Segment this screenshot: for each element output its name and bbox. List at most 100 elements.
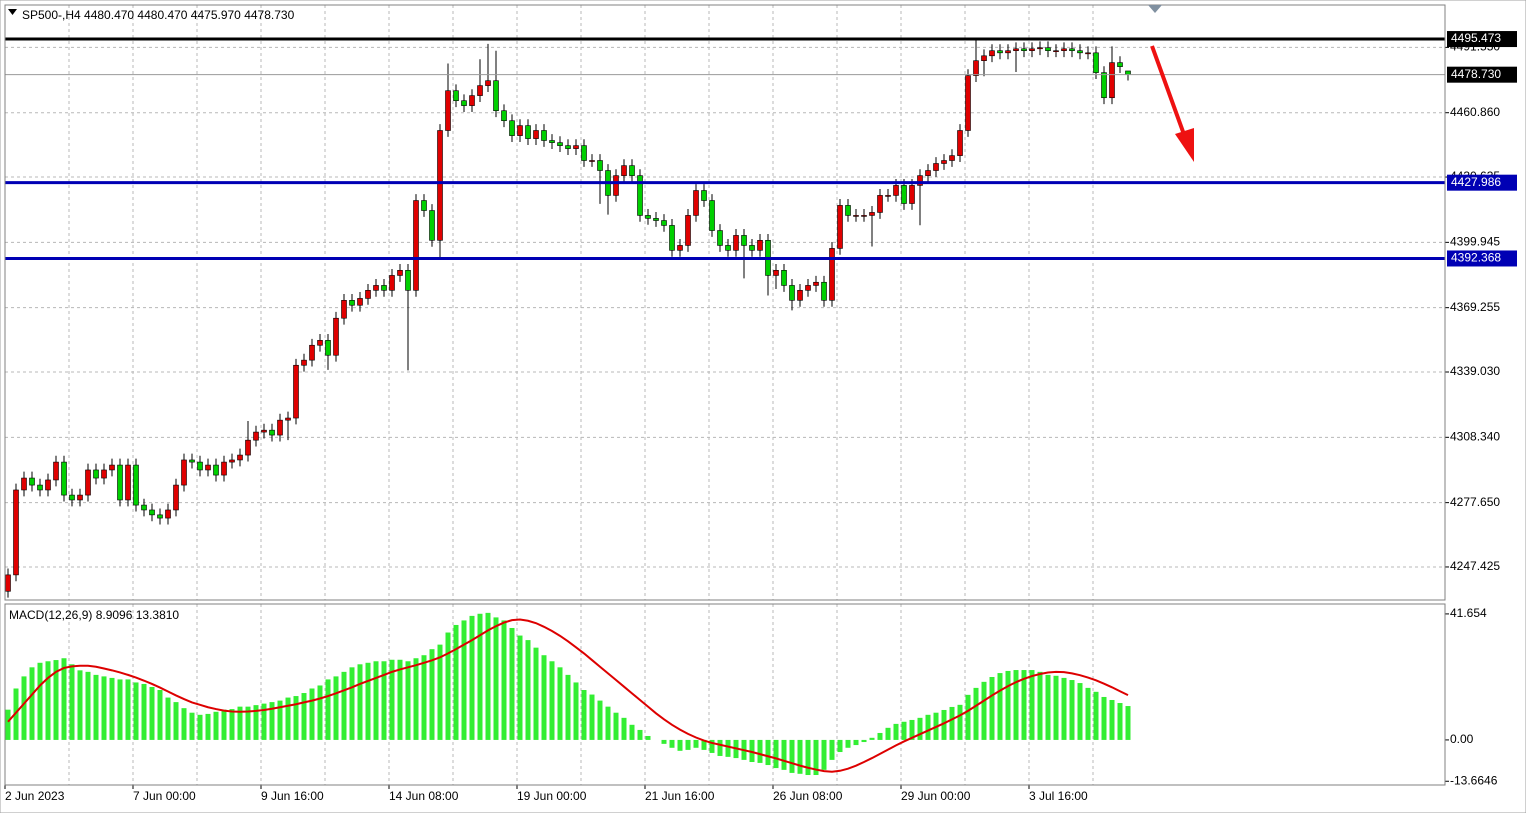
macd-bar [869, 737, 875, 740]
candle-body [445, 90, 451, 131]
macd-bar [917, 717, 923, 740]
candle-body [141, 504, 147, 511]
level-label-box [1447, 31, 1517, 48]
candle-body [645, 215, 651, 219]
candle-body [45, 479, 51, 491]
candle-body [477, 85, 483, 96]
macd-bar [989, 677, 995, 740]
macd-bar [837, 739, 843, 753]
candle-body [165, 509, 171, 519]
candle-body [429, 210, 435, 241]
macd-bar [5, 709, 11, 740]
candle-body [37, 484, 43, 491]
macd-bar [757, 739, 763, 763]
macd-bar [221, 709, 227, 740]
candle-body [741, 235, 747, 246]
macd-bar [429, 649, 435, 740]
macd-bar [1045, 674, 1051, 740]
macd-bar [197, 714, 203, 740]
candle-body [197, 461, 203, 471]
candle-body [1093, 52, 1099, 73]
macd-bar [61, 658, 67, 740]
symbol-menu-icon[interactable] [8, 9, 17, 15]
macd-bar [973, 687, 979, 740]
candle-body [1061, 48, 1067, 51]
candle-body [629, 165, 635, 176]
macd-bar [909, 719, 915, 740]
candle-body [869, 212, 875, 216]
macd-bar [1013, 670, 1019, 740]
macd-bar [797, 739, 803, 774]
candle-body [517, 125, 523, 136]
candle-body [453, 90, 459, 102]
macd-bar [101, 676, 107, 740]
candle-body [701, 190, 707, 201]
candle-body [285, 417, 291, 421]
macd-bar [997, 673, 1003, 740]
macd-bar [813, 739, 819, 776]
candle-body [981, 55, 987, 61]
candle-body [397, 270, 403, 276]
candle-body [781, 270, 787, 286]
candle-body [21, 477, 27, 491]
macd-bar [165, 697, 171, 740]
y-tick-label: 4247.425 [1450, 559, 1500, 573]
macd-bar [1101, 696, 1107, 740]
macd-bar [829, 739, 835, 760]
macd-bar [333, 676, 339, 740]
candle-body [525, 125, 531, 139]
macd-bar [533, 647, 539, 740]
macd-bar [781, 739, 787, 770]
macd-bar [725, 739, 731, 757]
macd-bar [1125, 706, 1131, 740]
macd-bar [525, 640, 531, 740]
candle-body [61, 461, 67, 496]
macd-bar [877, 732, 883, 740]
candle-body [669, 225, 675, 251]
macd-bar [693, 739, 699, 748]
grid-layer: 4247.425 4277.650 4308.340 4339.030 4369.255… [4, 5, 1500, 789]
x-tick-label: 9 Jun 16:00 [261, 789, 324, 803]
macd-bar [509, 627, 515, 740]
macd-bar [413, 658, 419, 740]
candle-body [469, 95, 475, 106]
macd-bar [677, 739, 683, 751]
x-tick-label: 29 Jun 00:00 [901, 789, 971, 803]
macd-bar [589, 694, 595, 740]
macd-bar [685, 739, 691, 750]
macd-bar [669, 739, 675, 748]
macd-bar [957, 704, 963, 740]
candle-body [589, 160, 595, 162]
macd-bar [85, 671, 91, 740]
annotation-arrow [1150, 45, 1188, 141]
x-tick-label: 3 Jul 16:00 [1029, 789, 1088, 803]
candle-body [805, 285, 811, 291]
candle-body [749, 245, 755, 251]
y-tick-label: 4308.340 [1450, 429, 1500, 443]
macd-bar [53, 660, 59, 740]
macd-bar [581, 690, 587, 740]
macd-bar [117, 679, 123, 740]
candle-body [493, 80, 499, 112]
candle-body [405, 270, 411, 291]
macd-bar [573, 682, 579, 740]
candle-body [1077, 50, 1083, 54]
candle-body [229, 459, 235, 463]
candle-body [69, 494, 75, 501]
candle-body [29, 477, 35, 486]
macd-bar [141, 683, 147, 740]
macd-bar [469, 615, 475, 740]
candle-body [357, 298, 363, 306]
macd-bar [637, 729, 643, 740]
candle-body [205, 464, 211, 471]
candle-body [821, 281, 827, 301]
price-pane-frame [4, 4, 1446, 601]
candle-body [709, 200, 715, 231]
candle-body [1069, 48, 1075, 51]
candle-body [621, 165, 627, 176]
macd-bar [885, 727, 891, 740]
macd-bar [773, 739, 779, 769]
y-tick-label: 4460.860 [1450, 105, 1500, 119]
candle-body [733, 235, 739, 251]
macd-bar [853, 739, 859, 746]
